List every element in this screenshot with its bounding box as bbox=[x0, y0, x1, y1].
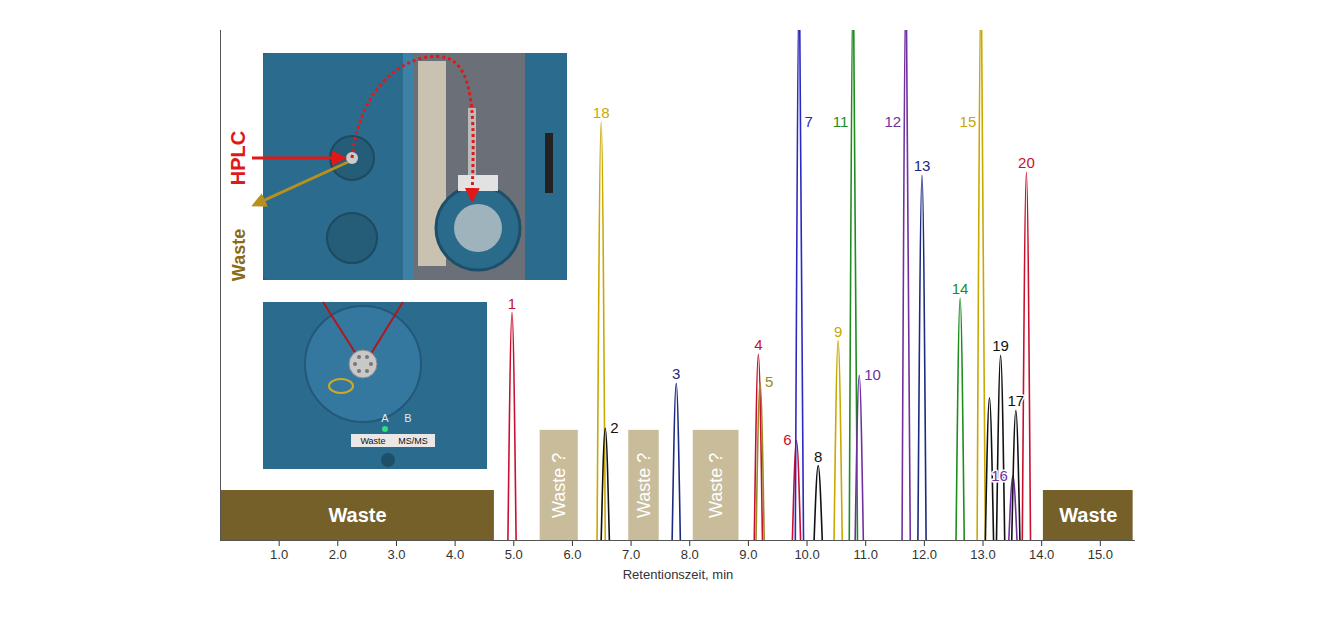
svg-text:MS/MS: MS/MS bbox=[398, 436, 428, 446]
svg-text:16: 16 bbox=[991, 467, 1008, 484]
svg-text:14: 14 bbox=[952, 280, 969, 297]
svg-text:7: 7 bbox=[804, 113, 812, 130]
svg-text:Waste: Waste bbox=[1059, 504, 1117, 526]
svg-text:19: 19 bbox=[992, 337, 1009, 354]
svg-text:9.0: 9.0 bbox=[739, 547, 757, 562]
svg-text:5.0: 5.0 bbox=[505, 547, 523, 562]
svg-text:5: 5 bbox=[765, 373, 773, 390]
svg-text:11.0: 11.0 bbox=[854, 547, 878, 562]
svg-text:Retentionszeit, min: Retentionszeit, min bbox=[623, 567, 734, 582]
svg-text:18: 18 bbox=[593, 104, 610, 121]
svg-text:20: 20 bbox=[1018, 154, 1035, 171]
svg-text:12: 12 bbox=[884, 113, 901, 130]
svg-text:15: 15 bbox=[960, 113, 977, 130]
svg-text:15.0: 15.0 bbox=[1088, 547, 1113, 562]
svg-text:10: 10 bbox=[864, 366, 881, 383]
svg-text:17: 17 bbox=[1008, 392, 1025, 409]
svg-text:1: 1 bbox=[508, 295, 516, 312]
svg-text:Waste ?: Waste ? bbox=[634, 453, 654, 518]
svg-text:2: 2 bbox=[610, 419, 618, 436]
svg-text:12.0: 12.0 bbox=[912, 547, 937, 562]
svg-text:4: 4 bbox=[754, 336, 762, 353]
svg-text:Waste ?: Waste ? bbox=[549, 453, 569, 518]
svg-text:HPLC: HPLC bbox=[227, 131, 249, 185]
svg-text:7.0: 7.0 bbox=[622, 547, 640, 562]
svg-text:11: 11 bbox=[833, 113, 849, 130]
svg-text:3: 3 bbox=[672, 365, 680, 382]
svg-text:13.0: 13.0 bbox=[970, 547, 995, 562]
svg-text:6.0: 6.0 bbox=[563, 547, 581, 562]
svg-text:Waste: Waste bbox=[229, 229, 249, 281]
svg-text:Waste ?: Waste ? bbox=[706, 453, 726, 518]
svg-text:4.0: 4.0 bbox=[446, 547, 464, 562]
svg-text:8: 8 bbox=[814, 448, 822, 465]
svg-text:A: A bbox=[381, 412, 389, 424]
svg-text:10.0: 10.0 bbox=[794, 547, 819, 562]
svg-text:6: 6 bbox=[783, 431, 791, 448]
svg-text:Waste: Waste bbox=[360, 436, 385, 446]
svg-text:8.0: 8.0 bbox=[681, 547, 699, 562]
svg-text:1.0: 1.0 bbox=[270, 547, 288, 562]
svg-text:14.0: 14.0 bbox=[1029, 547, 1054, 562]
svg-text:13: 13 bbox=[914, 157, 931, 174]
svg-text:2.0: 2.0 bbox=[329, 547, 347, 562]
svg-text:3.0: 3.0 bbox=[387, 547, 405, 562]
svg-text:B: B bbox=[404, 412, 411, 424]
svg-text:9: 9 bbox=[834, 323, 842, 340]
svg-text:Waste: Waste bbox=[328, 504, 386, 526]
